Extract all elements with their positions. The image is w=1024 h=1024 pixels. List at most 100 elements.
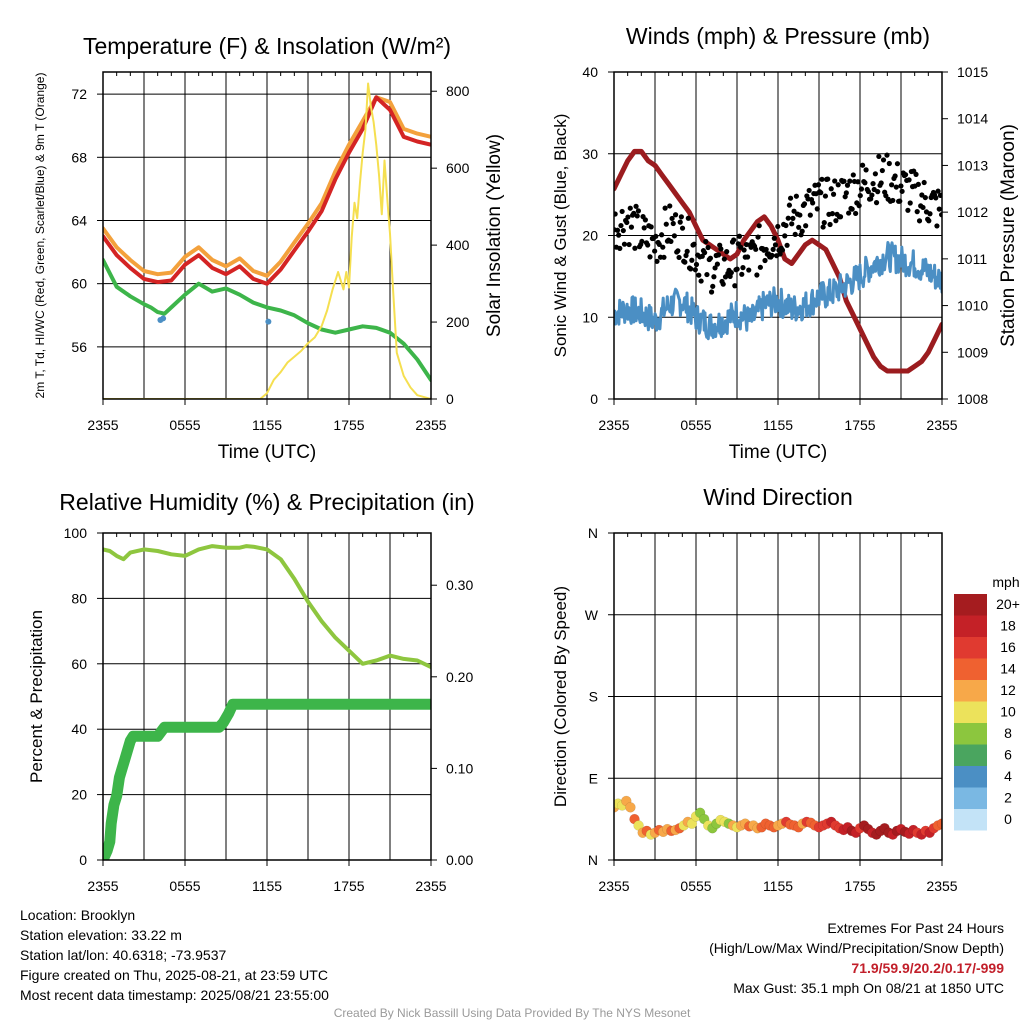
gust-point xyxy=(736,233,743,239)
gust-point xyxy=(856,203,862,209)
gust-point xyxy=(763,246,769,253)
plot-area xyxy=(614,148,942,374)
y2-tick-label: 1011 xyxy=(957,251,987,267)
gust-point xyxy=(916,218,923,224)
elevation-text: Station elevation: 33.22 m xyxy=(20,927,182,943)
gust-point xyxy=(921,179,927,186)
legend-swatch xyxy=(954,723,987,745)
gust-point xyxy=(889,182,895,188)
chart-panel-3 xyxy=(97,532,437,866)
gust-point xyxy=(689,257,695,263)
gust-point xyxy=(668,238,674,245)
gust-point xyxy=(771,235,777,241)
y-tick-label: 60 xyxy=(71,276,87,292)
gust-point xyxy=(801,201,808,207)
y-tick-label: 10 xyxy=(582,309,598,325)
gust-point xyxy=(777,251,783,257)
gust-point xyxy=(614,227,621,233)
gust-point xyxy=(755,234,761,240)
y-tick-label: 80 xyxy=(71,590,87,606)
legend-swatch xyxy=(954,594,987,616)
gust-point xyxy=(617,245,623,251)
gust-point xyxy=(738,244,744,250)
x-tick-label: 2355 xyxy=(926,417,957,433)
direction-point xyxy=(936,818,942,829)
x-tick-label: 0555 xyxy=(680,417,711,433)
gust-point xyxy=(863,167,869,173)
gust-point xyxy=(907,200,913,206)
gust-point xyxy=(915,181,921,187)
y-tick-label: S xyxy=(589,689,598,705)
gust-point xyxy=(832,178,838,184)
x-axis-label: Time (UTC) xyxy=(729,442,828,463)
extremes-values: 71.9/59.9/20.2/0.17/-999 xyxy=(851,960,1004,976)
y-axis-label: Percent & Precipitation xyxy=(27,610,46,783)
y-axis-label: Sonic Wind & Gust (Blue, Black) xyxy=(551,114,570,358)
gust-point xyxy=(710,283,716,289)
gust-point xyxy=(833,218,839,224)
chart-title: Temperature (F) & Insolation (W/m²) xyxy=(83,33,451,59)
gust-point xyxy=(702,250,708,256)
gust-point xyxy=(876,153,882,160)
gust-point xyxy=(869,192,875,198)
gust-point xyxy=(662,205,668,211)
gust-point xyxy=(754,272,760,278)
y2-axis-label: Solar Insolation (Yellow) xyxy=(484,134,505,337)
gust-point xyxy=(762,257,768,264)
gust-point xyxy=(815,182,822,188)
gust-point xyxy=(797,212,803,218)
gust-point xyxy=(825,176,831,182)
y2-tick-label: 800 xyxy=(446,83,470,99)
gust-point xyxy=(744,254,751,260)
gust-point xyxy=(905,207,911,213)
gust-point xyxy=(927,211,933,217)
relative-humidity-line xyxy=(103,544,431,670)
gust-point xyxy=(639,238,645,245)
gust-point xyxy=(672,212,679,218)
x-tick-label: 2355 xyxy=(598,878,629,894)
precipitation-line xyxy=(103,698,431,860)
gust-point xyxy=(830,191,837,197)
gust-point xyxy=(711,274,717,280)
gust-point xyxy=(787,195,794,201)
y2-tick-label: 1008 xyxy=(957,391,988,407)
gust-point xyxy=(721,256,727,262)
gust-point xyxy=(661,254,667,260)
gust-point xyxy=(642,217,648,223)
y2-axis-label: Station Pressure (Maroon) xyxy=(998,124,1019,347)
gust-point xyxy=(857,192,863,199)
gust-point xyxy=(933,195,939,201)
y-tick-label: W xyxy=(585,607,599,623)
x-tick-label: 2355 xyxy=(598,417,629,433)
gust-point xyxy=(920,204,926,211)
recent-text: Most recent data timestamp: 2025/08/21 2… xyxy=(20,987,329,1003)
gust-point xyxy=(936,206,942,212)
gust-point xyxy=(796,224,802,230)
x-tick-label: 0555 xyxy=(680,878,711,894)
gust-point xyxy=(704,271,710,278)
gust-point xyxy=(625,214,631,220)
gust-point xyxy=(822,193,829,199)
sonic-wind-line xyxy=(614,241,942,341)
y2-tick-label: 1012 xyxy=(957,204,988,220)
gust-point xyxy=(696,272,702,278)
gust-point xyxy=(624,219,630,226)
gust-point xyxy=(784,242,790,248)
gust-point xyxy=(641,225,647,231)
gust-point xyxy=(691,241,697,247)
gust-point xyxy=(898,183,904,189)
gust-point xyxy=(872,171,878,177)
gust-point xyxy=(753,246,759,252)
gust-point xyxy=(645,242,651,248)
gust-point xyxy=(618,222,624,229)
gust-point xyxy=(819,176,825,182)
plot-area xyxy=(614,795,942,840)
gust-point xyxy=(937,192,942,198)
gust-point xyxy=(653,233,659,239)
gust-point xyxy=(897,198,903,204)
x-tick-label: 1755 xyxy=(333,878,364,894)
legend-label: 16 xyxy=(1000,639,1016,655)
legend-label: 4 xyxy=(1004,768,1012,784)
x-tick-label: 1155 xyxy=(252,878,282,894)
x-tick-label: 2355 xyxy=(415,417,446,433)
